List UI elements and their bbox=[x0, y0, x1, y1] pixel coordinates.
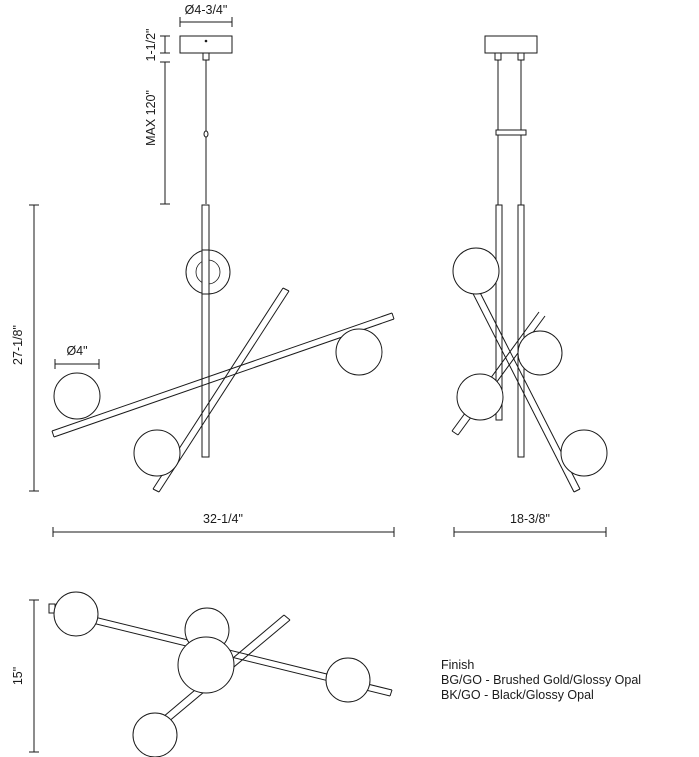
fixture-height-dimension: 27-1/8" bbox=[11, 204, 39, 492]
finish-option-brushed-gold: BG/GO - Brushed Gold/Glossy Opal bbox=[441, 673, 642, 687]
top-view: 15" bbox=[11, 591, 393, 757]
globe-diameter-label: Ø4" bbox=[66, 344, 87, 358]
globe bbox=[132, 712, 178, 757]
front-view: Ø4-3/4" 1-1/2" MAX 120" 27-1/8" bbox=[11, 3, 395, 537]
canopy-top bbox=[177, 636, 235, 694]
fixture-height-label: 27-1/8" bbox=[11, 325, 25, 365]
canopy-screw bbox=[204, 39, 208, 43]
globe bbox=[456, 373, 504, 421]
canopy bbox=[179, 35, 233, 54]
finish-option-black: BK/GO - Black/Glossy Opal bbox=[441, 688, 594, 702]
central-stem bbox=[201, 204, 210, 458]
globe bbox=[335, 328, 383, 376]
side-view: 18-3/8" bbox=[451, 35, 608, 537]
globe bbox=[133, 429, 181, 477]
max-drop-dimension: MAX 120" bbox=[144, 61, 170, 205]
canopy-diameter-dimension: Ø4-3/4" bbox=[179, 3, 233, 27]
side-width-dimension: 18-3/8" bbox=[453, 512, 607, 537]
max-drop-label: MAX 120" bbox=[144, 90, 158, 146]
canopy-height-dimension: 1-1/2" bbox=[144, 29, 170, 62]
globe bbox=[53, 372, 101, 420]
side-stem bbox=[495, 204, 503, 421]
globe bbox=[53, 591, 99, 637]
canopy bbox=[484, 35, 538, 54]
canopy-diameter-label: Ø4-3/4" bbox=[185, 3, 228, 17]
top-depth-dimension: 15" bbox=[11, 599, 39, 753]
long-arm-rod bbox=[51, 312, 395, 438]
globe bbox=[325, 657, 371, 703]
side-stem bbox=[517, 204, 525, 458]
front-width-dimension: 32-1/4" bbox=[52, 512, 395, 537]
finish-heading: Finish bbox=[441, 658, 475, 672]
globe bbox=[560, 429, 608, 477]
top-depth-label: 15" bbox=[11, 667, 25, 685]
globe-diameter-dimension: Ø4" bbox=[54, 344, 100, 369]
canopy-height-label: 1-1/2" bbox=[144, 29, 158, 62]
side-width-label: 18-3/8" bbox=[510, 512, 550, 526]
front-width-label: 32-1/4" bbox=[203, 512, 243, 526]
globe bbox=[517, 330, 563, 376]
globe bbox=[452, 247, 500, 295]
